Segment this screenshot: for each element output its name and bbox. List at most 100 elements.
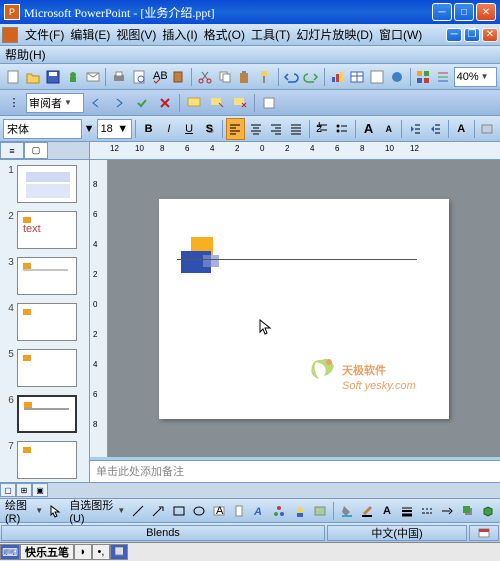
textbox-button[interactable]: A [210, 500, 228, 522]
zoom-dropdown[interactable]: 40%▼ [454, 67, 498, 87]
menu-window[interactable]: 窗口(W) [376, 24, 425, 45]
slides-tab[interactable]: ▢ [24, 142, 48, 159]
prev-change-button[interactable] [85, 92, 107, 114]
new-button[interactable] [3, 66, 22, 88]
thumbnail-6[interactable]: 6 [2, 392, 87, 436]
chart-button[interactable] [327, 66, 346, 88]
slideshow-view-button[interactable]: ▣ [32, 483, 48, 497]
line-button[interactable] [129, 500, 147, 522]
align-left-button[interactable] [226, 118, 245, 140]
review-pane-button[interactable] [258, 92, 280, 114]
notes-pane[interactable]: 单击此处添加备注 [90, 460, 500, 482]
menu-insert[interactable]: 插入(I) [159, 24, 200, 45]
increase-font-button[interactable]: A [359, 118, 378, 140]
design-button[interactable] [478, 118, 497, 140]
email-button[interactable] [83, 66, 102, 88]
font-dropdown[interactable]: 宋体 [3, 119, 82, 139]
thumbnail-2[interactable]: 2text [2, 208, 87, 252]
vertical-textbox-button[interactable] [230, 500, 248, 522]
slide-canvas[interactable]: 天极软件 Soft yesky.com [108, 160, 500, 457]
copy-button[interactable] [215, 66, 234, 88]
thumbnail-3[interactable]: 3 [2, 254, 87, 298]
ime-mode-1[interactable]: ◗ [74, 544, 92, 560]
open-button[interactable] [23, 66, 42, 88]
increase-indent-button[interactable] [425, 118, 444, 140]
undo-button[interactable] [281, 66, 300, 88]
ime-mode-2[interactable]: •, [92, 544, 110, 560]
menu-tools[interactable]: 工具(T) [248, 24, 293, 45]
picture-button[interactable] [311, 500, 329, 522]
normal-view-button[interactable]: ▢ [0, 483, 16, 497]
next-change-button[interactable] [108, 92, 130, 114]
cut-button[interactable] [195, 66, 214, 88]
ime-keyboard[interactable] [110, 544, 128, 560]
permission-button[interactable] [63, 66, 82, 88]
track-changes-button[interactable]: ⋮ [3, 92, 25, 114]
sorter-view-button[interactable]: ⊞ [16, 483, 32, 497]
current-slide[interactable]: 天极软件 Soft yesky.com [159, 199, 449, 419]
bullets-button[interactable] [333, 118, 352, 140]
font-color-button[interactable]: A [452, 118, 471, 140]
menu-view[interactable]: 视图(V) [113, 24, 159, 45]
underline-button[interactable]: U [179, 118, 198, 140]
show-formatting-button[interactable] [434, 66, 453, 88]
font-color-draw-button[interactable]: A [378, 500, 396, 522]
maximize-button[interactable]: □ [454, 3, 474, 21]
spelling-button[interactable]: AB [149, 66, 168, 88]
delete-comment-button[interactable] [229, 92, 251, 114]
thumbnail-4[interactable]: 4 [2, 300, 87, 344]
menu-file[interactable]: 文件(F) [22, 24, 67, 45]
rectangle-button[interactable] [170, 500, 188, 522]
font-dropdown-arrow[interactable]: ▼ [83, 118, 96, 140]
edit-comment-button[interactable] [206, 92, 228, 114]
wordart-button[interactable]: A [250, 500, 268, 522]
doc-close-button[interactable]: ✕ [482, 28, 498, 42]
draw-menu[interactable]: 绘图(R)▼ [3, 501, 45, 521]
menu-format[interactable]: 格式(O) [201, 24, 248, 45]
expand-button[interactable] [413, 66, 432, 88]
font-size-dropdown[interactable]: 18▼ [97, 119, 133, 139]
align-center-button[interactable] [246, 118, 265, 140]
research-button[interactable] [169, 66, 188, 88]
3d-style-button[interactable] [479, 500, 497, 522]
autoshapes-menu[interactable]: 自选图形(U)▼ [67, 501, 127, 521]
arrow-button[interactable] [149, 500, 167, 522]
ime-name[interactable]: 快乐五笔 [20, 544, 74, 560]
hyperlink-button[interactable] [388, 66, 407, 88]
menu-help[interactable]: 帮助(H) [2, 44, 49, 65]
arrow-style-button[interactable] [438, 500, 456, 522]
line-style-button[interactable] [398, 500, 416, 522]
thumbnail-7[interactable]: 7 [2, 438, 87, 482]
accept-change-button[interactable] [131, 92, 153, 114]
tables-borders-button[interactable] [368, 66, 387, 88]
system-menu-icon[interactable] [2, 27, 18, 43]
shadow-button[interactable]: S [200, 118, 219, 140]
reject-change-button[interactable] [154, 92, 176, 114]
decrease-font-button[interactable]: A [379, 118, 398, 140]
dash-style-button[interactable] [418, 500, 436, 522]
select-objects-button[interactable] [47, 500, 65, 522]
ime-icon[interactable]: ⌨ [0, 544, 20, 560]
oval-button[interactable] [190, 500, 208, 522]
save-button[interactable] [43, 66, 62, 88]
menu-slideshow[interactable]: 幻灯片放映(D) [293, 24, 376, 45]
clipart-button[interactable] [290, 500, 308, 522]
italic-button[interactable]: I [159, 118, 178, 140]
line-color-button[interactable] [358, 500, 376, 522]
bold-button[interactable]: B [139, 118, 158, 140]
close-button[interactable]: ✕ [476, 3, 496, 21]
doc-restore-button[interactable]: ❐ [464, 28, 480, 42]
diagram-button[interactable] [270, 500, 288, 522]
distributed-button[interactable] [287, 118, 306, 140]
shadow-style-button[interactable] [459, 500, 477, 522]
format-painter-button[interactable] [255, 66, 274, 88]
preview-button[interactable] [129, 66, 148, 88]
table-button[interactable] [347, 66, 366, 88]
outline-tab[interactable]: ≡ [0, 142, 24, 159]
thumbnail-1[interactable]: 1 [2, 162, 87, 206]
align-right-button[interactable] [266, 118, 285, 140]
fill-color-button[interactable] [338, 500, 356, 522]
doc-minimize-button[interactable]: ─ [446, 28, 462, 42]
paste-button[interactable] [235, 66, 254, 88]
redo-button[interactable] [301, 66, 320, 88]
